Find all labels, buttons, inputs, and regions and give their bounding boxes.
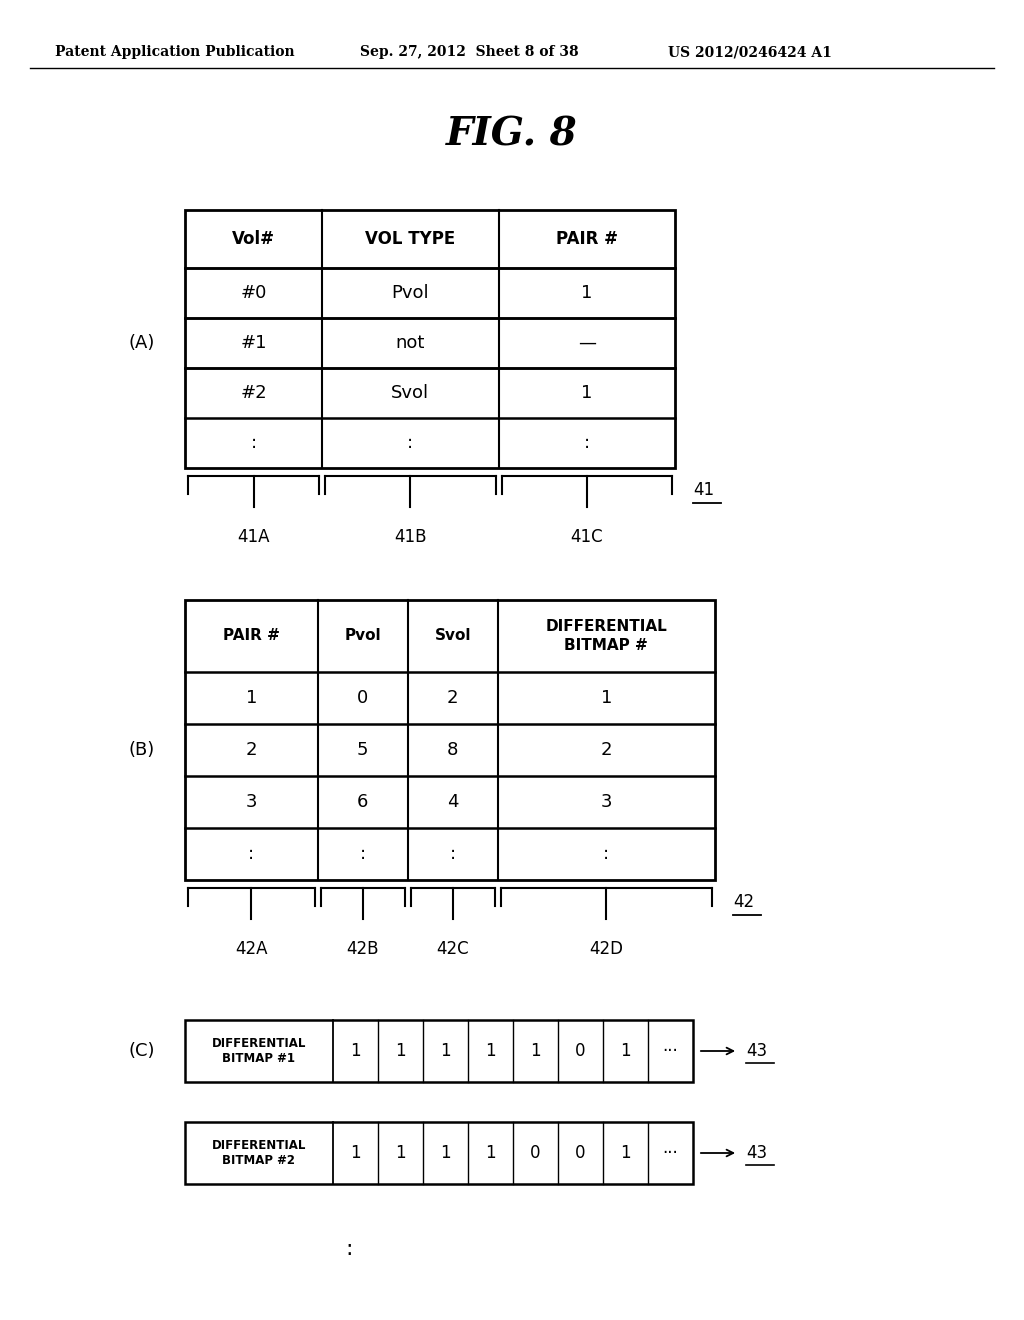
Text: VOL TYPE: VOL TYPE <box>366 230 456 248</box>
Text: 1: 1 <box>395 1144 406 1162</box>
Text: 1: 1 <box>621 1041 631 1060</box>
Text: ···: ··· <box>663 1144 678 1162</box>
Text: Sep. 27, 2012  Sheet 8 of 38: Sep. 27, 2012 Sheet 8 of 38 <box>360 45 579 59</box>
Text: :: : <box>359 845 366 863</box>
Text: DIFFERENTIAL
BITMAP #1: DIFFERENTIAL BITMAP #1 <box>212 1038 306 1065</box>
Text: DIFFERENTIAL
BITMAP #: DIFFERENTIAL BITMAP # <box>546 619 668 653</box>
Text: 1: 1 <box>621 1144 631 1162</box>
Bar <box>185 1122 693 1184</box>
Text: #1: #1 <box>241 334 267 352</box>
Text: 1: 1 <box>601 689 612 708</box>
Text: US 2012/0246424 A1: US 2012/0246424 A1 <box>668 45 831 59</box>
Text: (C): (C) <box>128 1041 155 1060</box>
Text: :: : <box>584 434 590 451</box>
Text: PAIR #: PAIR # <box>223 628 280 644</box>
Text: DIFFERENTIAL
BITMAP #2: DIFFERENTIAL BITMAP #2 <box>212 1139 306 1167</box>
Text: 43: 43 <box>746 1041 767 1060</box>
Text: Pvol: Pvol <box>391 284 429 302</box>
Text: 8: 8 <box>446 741 459 759</box>
Text: 2: 2 <box>446 689 459 708</box>
Text: 41A: 41A <box>238 528 270 545</box>
Bar <box>185 210 675 469</box>
Text: 42: 42 <box>733 894 754 911</box>
Text: Pvol: Pvol <box>344 628 381 644</box>
Text: 2: 2 <box>246 741 257 759</box>
Text: 1: 1 <box>485 1041 496 1060</box>
Text: 3: 3 <box>246 793 257 810</box>
Text: 0: 0 <box>575 1144 586 1162</box>
Text: :: : <box>450 845 456 863</box>
Text: 1: 1 <box>350 1041 360 1060</box>
Text: 1: 1 <box>530 1041 541 1060</box>
Text: 0: 0 <box>575 1041 586 1060</box>
Text: Svol: Svol <box>391 384 429 403</box>
Text: 1: 1 <box>440 1041 451 1060</box>
Text: PAIR #: PAIR # <box>556 230 617 248</box>
Text: 41B: 41B <box>394 528 427 545</box>
Text: 1: 1 <box>395 1041 406 1060</box>
Text: not: not <box>395 334 425 352</box>
Text: 41: 41 <box>693 480 714 499</box>
Text: Patent Application Publication: Patent Application Publication <box>55 45 295 59</box>
Text: 1: 1 <box>581 384 593 403</box>
Text: (B): (B) <box>129 741 155 759</box>
Bar <box>185 601 715 880</box>
Text: 0: 0 <box>530 1144 541 1162</box>
Text: Svol: Svol <box>434 628 471 644</box>
Text: 2: 2 <box>601 741 612 759</box>
Text: (A): (A) <box>129 334 155 352</box>
Text: 1: 1 <box>246 689 257 708</box>
Text: Vol#: Vol# <box>232 230 275 248</box>
Text: :: : <box>408 434 414 451</box>
Text: 6: 6 <box>356 793 369 810</box>
Text: 1: 1 <box>485 1144 496 1162</box>
Text: 42C: 42C <box>436 940 469 957</box>
Text: 42A: 42A <box>234 940 267 957</box>
Text: 1: 1 <box>581 284 593 302</box>
Text: ···: ··· <box>663 1041 678 1060</box>
Text: :: : <box>248 845 254 863</box>
Text: 4: 4 <box>446 793 459 810</box>
Text: FIG. 8: FIG. 8 <box>446 116 578 154</box>
Text: #0: #0 <box>241 284 267 302</box>
Text: 3: 3 <box>601 793 612 810</box>
Text: 0: 0 <box>357 689 369 708</box>
Bar <box>185 1020 693 1082</box>
Text: :: : <box>251 434 257 451</box>
Text: 41C: 41C <box>570 528 603 545</box>
Text: :: : <box>345 1239 352 1259</box>
Text: 42D: 42D <box>590 940 624 957</box>
Text: —: — <box>578 334 596 352</box>
Text: #2: #2 <box>241 384 267 403</box>
Text: 1: 1 <box>350 1144 360 1162</box>
Text: :: : <box>603 845 609 863</box>
Text: 42B: 42B <box>346 940 379 957</box>
Text: 5: 5 <box>356 741 369 759</box>
Text: 1: 1 <box>440 1144 451 1162</box>
Text: 43: 43 <box>746 1144 767 1162</box>
